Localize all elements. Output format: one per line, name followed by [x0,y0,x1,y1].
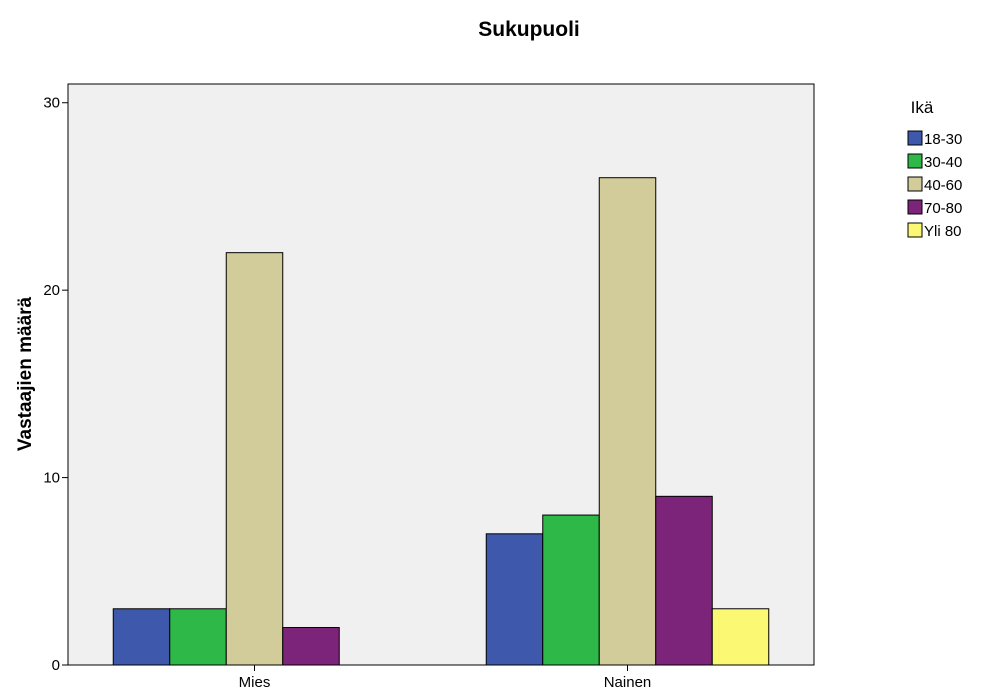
x-tick-label: Mies [239,674,271,691]
x-tick-label: Nainen [604,674,652,691]
bar-nainen-30-40 [542,514,600,666]
legend-label: 18-30 [924,131,962,148]
bar-nainen-40-60 [598,177,657,666]
legend-swatch [907,222,923,238]
y-tick-label: 30 [43,95,60,112]
legend-swatch [907,153,923,169]
y-axis: 0 10 20 30 [43,95,68,674]
legend-label: Yli 80 [924,223,962,240]
legend-title: Ikä [911,98,934,117]
legend-label: 70-80 [924,200,962,217]
bar-mies-18-30 [112,608,171,666]
bar-mies-30-40 [169,608,227,666]
y-tick-label: 10 [43,470,60,487]
y-axis-label: Vastaajien määrä [15,296,36,451]
legend-swatch [907,176,923,192]
y-tick-label: 20 [43,282,60,299]
legend-swatch [907,130,923,146]
legend-swatch [907,199,923,215]
legend-label: 40-60 [924,177,962,194]
bar-mies-40-60 [225,252,284,666]
y-tick-label: 0 [52,657,60,674]
bar-mies-70-80 [282,627,340,666]
legend: Ikä 18-30 30-40 40-60 70-80 Yli 80 [907,98,962,240]
bar-nainen-70-80 [655,495,713,666]
legend-label: 30-40 [924,154,962,171]
bar-nainen-yli-80 [711,608,770,666]
x-axis: Mies Nainen [239,665,652,691]
bars [112,177,770,666]
bar-nainen-18-30 [485,533,544,666]
chart-title: Sukupuoli [478,18,580,41]
